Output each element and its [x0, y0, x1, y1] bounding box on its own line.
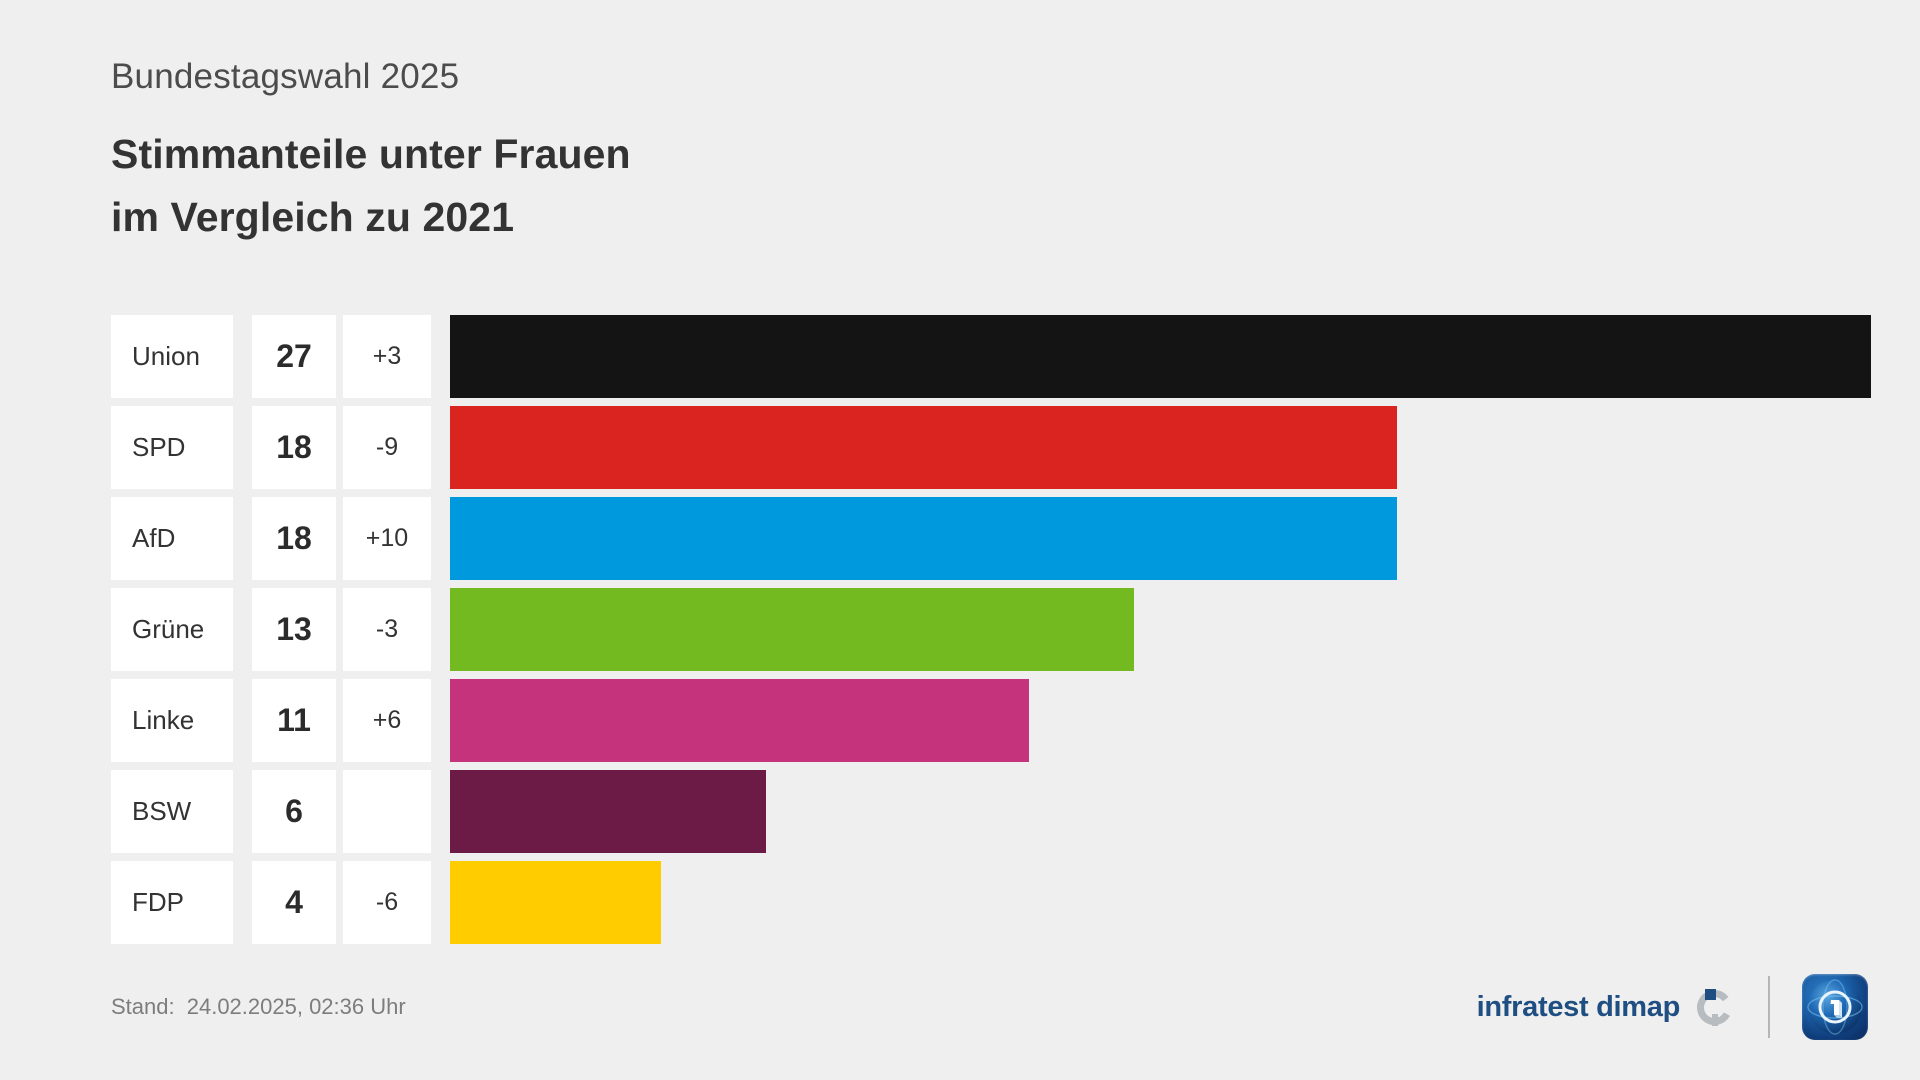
infratest-dimap-logo: infratest dimap [1477, 986, 1736, 1029]
party-cell: Grüne [111, 588, 233, 671]
vertical-divider [1768, 976, 1770, 1038]
party-label: FDP [132, 887, 184, 917]
bar [450, 315, 1871, 398]
chart-kicker: Bundestagswahl 2025 [111, 57, 460, 96]
timestamp-value: 24.02.2025, 02:36 Uhr [186, 994, 406, 1019]
party-label: AfD [132, 523, 176, 553]
page-title: Stimmanteile unter Frauen im Vergleich z… [111, 123, 1611, 250]
share-value: 11 [277, 702, 311, 738]
change-cell: +3 [343, 315, 431, 398]
change-cell [343, 770, 431, 853]
party-cell: SPD [111, 406, 233, 489]
bar-track [450, 770, 1871, 853]
table-row: AfD 18 +10 [111, 497, 1871, 580]
share-value-cell: 4 [252, 861, 336, 944]
bar [450, 406, 1398, 489]
change-value: -6 [375, 888, 399, 916]
share-value: 27 [276, 338, 312, 374]
share-value-cell: 11 [252, 679, 336, 762]
party-cell: FDP [111, 861, 233, 944]
page-title-line-1: Stimmanteile unter Frauen [111, 130, 631, 177]
timestamp-label: Stand: [111, 994, 175, 1019]
page-title-line-2: im Vergleich zu 2021 [111, 194, 515, 241]
infratest-dimap-wordmark: infratest dimap [1476, 990, 1681, 1023]
ring-mark-icon [1693, 986, 1736, 1029]
share-value-cell: 27 [252, 315, 336, 398]
party-label: Union [132, 341, 200, 371]
bar [450, 679, 1029, 762]
party-label: Linke [132, 705, 195, 735]
bar [450, 588, 1135, 671]
bar-track [450, 315, 1871, 398]
change-value: -3 [375, 615, 399, 643]
change-value: -9 [375, 433, 399, 461]
bar [450, 497, 1398, 580]
table-row: Union 27 +3 [111, 315, 1871, 398]
bar-track [450, 588, 1871, 671]
party-label: SPD [132, 432, 186, 462]
timestamp: Stand: 24.02.2025, 02:36 Uhr [111, 994, 406, 1020]
bar-track [450, 679, 1871, 762]
table-row: BSW 6 [111, 770, 1871, 853]
share-value: 13 [276, 611, 312, 647]
table-row: FDP 4 -6 [111, 861, 1871, 944]
ard-das-erste-globe-icon [1802, 974, 1868, 1040]
bar [450, 770, 766, 853]
share-value-cell: 6 [252, 770, 336, 853]
change-cell: -6 [343, 861, 431, 944]
party-label: Grüne [132, 614, 205, 644]
bar-track [450, 861, 1871, 944]
chart-footer: Stand: 24.02.2025, 02:36 Uhr infratest d… [0, 974, 1920, 1080]
table-row: Grüne 13 -3 [111, 588, 1871, 671]
party-cell: AfD [111, 497, 233, 580]
results-table: Union 27 +3 SPD 18 -9 AfD 18 +10 Grüne 13 -3 Linke 11… [111, 315, 1871, 952]
bar-track [450, 406, 1871, 489]
brand-bar: infratest dimap [1477, 967, 1868, 1047]
change-value: +10 [365, 524, 409, 552]
party-cell: Union [111, 315, 233, 398]
change-value: +3 [372, 342, 402, 370]
bar-track [450, 497, 1871, 580]
change-cell: -9 [343, 406, 431, 489]
party-cell: Linke [111, 679, 233, 762]
share-value: 18 [276, 520, 312, 556]
share-value: 18 [276, 429, 312, 465]
share-value-cell: 13 [252, 588, 336, 671]
change-cell: +10 [343, 497, 431, 580]
change-cell: -3 [343, 588, 431, 671]
chart-header: Bundestagswahl 2025 Stimmanteile unter F… [111, 57, 1611, 250]
change-value: +6 [372, 706, 402, 734]
table-row: SPD 18 -9 [111, 406, 1871, 489]
share-value-cell: 18 [252, 406, 336, 489]
party-cell: BSW [111, 770, 233, 853]
party-label: BSW [132, 796, 192, 826]
table-row: Linke 11 +6 [111, 679, 1871, 762]
share-value: 6 [285, 793, 303, 829]
change-cell: +6 [343, 679, 431, 762]
bar [450, 861, 661, 944]
share-value: 4 [285, 884, 303, 920]
share-value-cell: 18 [252, 497, 336, 580]
